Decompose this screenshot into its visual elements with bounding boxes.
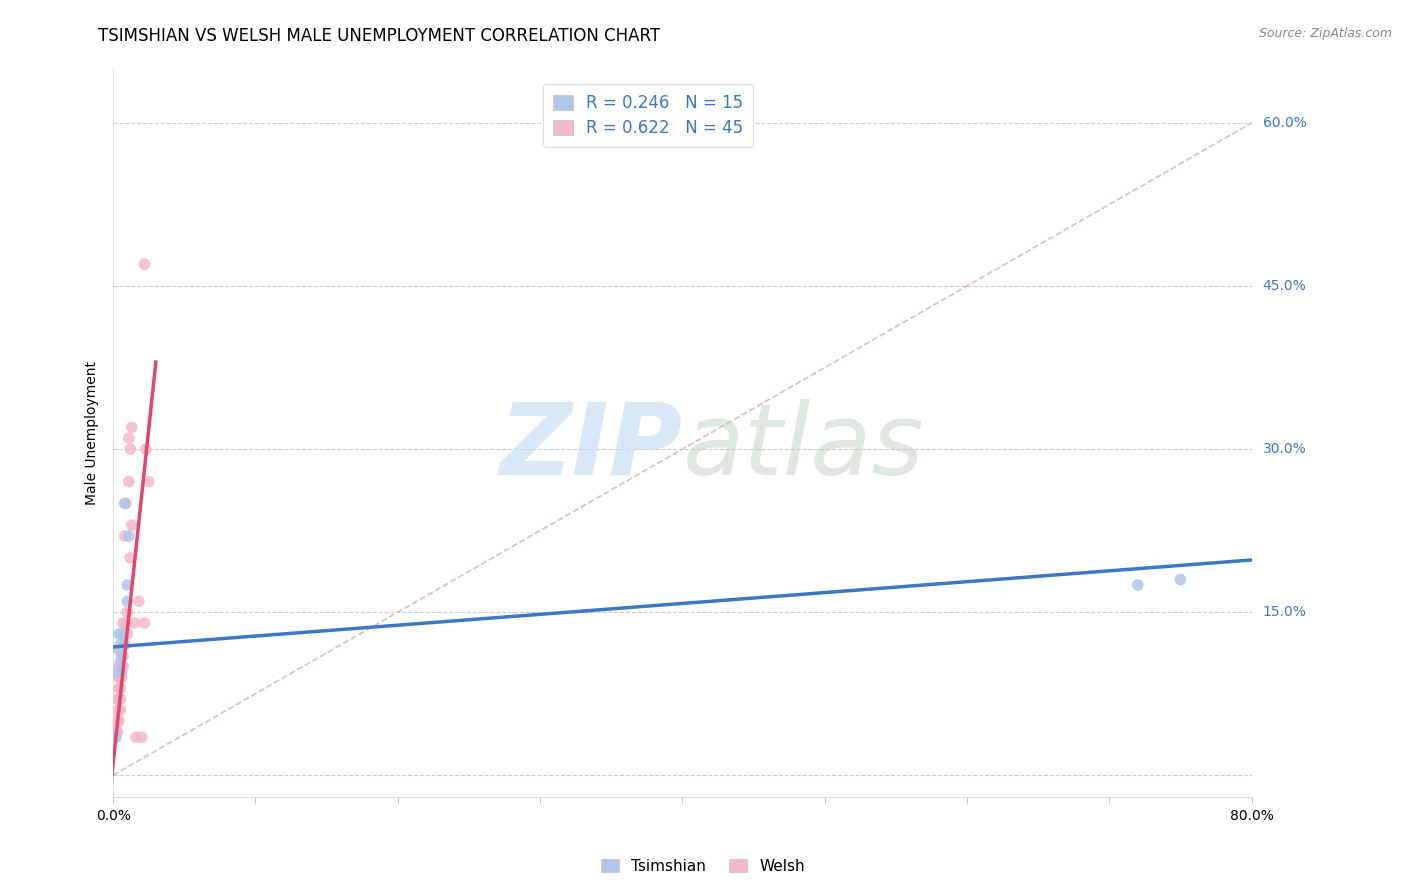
Point	[112, 627, 135, 641]
Point	[118, 431, 141, 445]
Point	[105, 730, 128, 744]
Point	[114, 529, 136, 543]
Legend: R = 0.246   N = 15, R = 0.622   N = 45: R = 0.246 N = 15, R = 0.622 N = 45	[543, 84, 754, 147]
Point	[104, 724, 127, 739]
Point	[118, 475, 141, 489]
Text: 45.0%: 45.0%	[1263, 279, 1306, 293]
Point	[108, 681, 131, 696]
Point	[107, 703, 129, 717]
Point	[114, 496, 136, 510]
Point	[105, 714, 128, 728]
Point	[135, 442, 157, 456]
Point	[124, 615, 146, 630]
Point	[117, 627, 139, 641]
Y-axis label: Male Unemployment: Male Unemployment	[86, 360, 100, 505]
Point	[128, 594, 150, 608]
Legend: Tsimshian, Welsh: Tsimshian, Welsh	[595, 853, 811, 880]
Text: ZIP: ZIP	[499, 399, 682, 496]
Point	[110, 638, 132, 652]
Point	[134, 257, 156, 271]
Point	[117, 578, 139, 592]
Point	[108, 692, 131, 706]
Point	[118, 529, 141, 543]
Point	[107, 724, 129, 739]
Point	[114, 638, 136, 652]
Point	[112, 627, 135, 641]
Point	[117, 605, 139, 619]
Point	[108, 627, 131, 641]
Point	[1170, 573, 1192, 587]
Point	[121, 420, 143, 434]
Point	[112, 659, 135, 673]
Point	[120, 442, 142, 456]
Point	[110, 681, 132, 696]
Point	[112, 615, 135, 630]
Text: Source: ZipAtlas.com: Source: ZipAtlas.com	[1258, 27, 1392, 40]
Text: 60.0%: 60.0%	[1263, 116, 1306, 130]
Text: atlas: atlas	[682, 399, 924, 496]
Point	[110, 692, 132, 706]
Point	[110, 703, 132, 717]
Point	[108, 714, 131, 728]
Point	[107, 714, 129, 728]
Point	[112, 648, 135, 663]
Point	[1126, 578, 1149, 592]
Point	[121, 518, 143, 533]
Point	[114, 638, 136, 652]
Point	[105, 724, 128, 739]
Point	[108, 659, 131, 673]
Point	[111, 659, 134, 673]
Text: 15.0%: 15.0%	[1263, 605, 1306, 619]
Point	[110, 654, 132, 668]
Point	[108, 643, 131, 657]
Point	[107, 665, 129, 679]
Text: 30.0%: 30.0%	[1263, 442, 1306, 456]
Point	[138, 475, 160, 489]
Point	[111, 665, 134, 679]
Point	[110, 659, 132, 673]
Point	[107, 692, 129, 706]
Point	[125, 730, 148, 744]
Point	[115, 496, 138, 510]
Point	[108, 670, 131, 684]
Point	[110, 670, 132, 684]
Point	[108, 703, 131, 717]
Point	[120, 550, 142, 565]
Point	[131, 730, 153, 744]
Point	[134, 615, 156, 630]
Point	[111, 648, 134, 663]
Point	[111, 670, 134, 684]
Point	[115, 615, 138, 630]
Point	[117, 594, 139, 608]
Text: TSIMSHIAN VS WELSH MALE UNEMPLOYMENT CORRELATION CHART: TSIMSHIAN VS WELSH MALE UNEMPLOYMENT COR…	[98, 27, 661, 45]
